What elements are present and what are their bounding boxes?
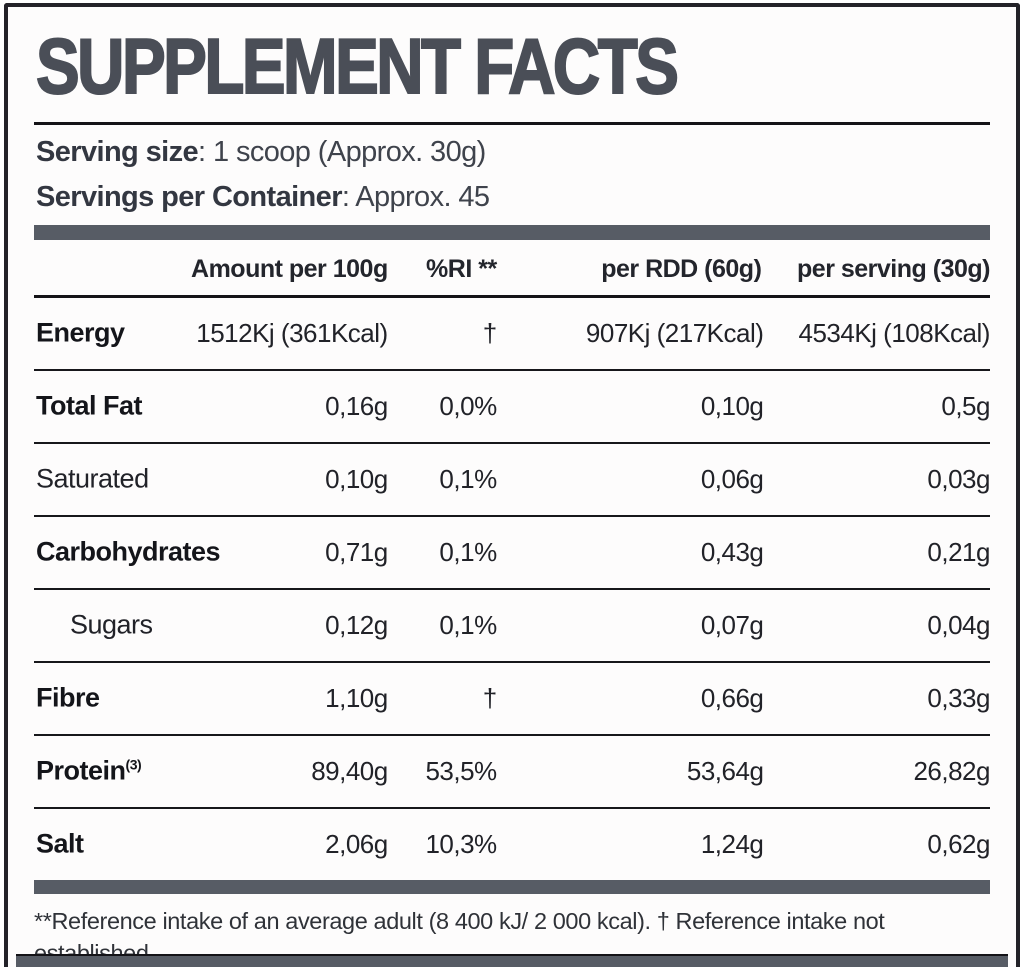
serving-size-line: Serving size: 1 scoop (Approx. 30g) [36, 134, 990, 170]
value-per-100g: 1,10g [325, 682, 388, 713]
value-per-serving: 0,03g [927, 463, 990, 494]
nutrient-name: Energy [36, 317, 125, 348]
value-per-serving: 0,62g [927, 828, 990, 859]
value-rdd: 0,66g [700, 682, 764, 713]
section-bar-bottom [34, 879, 990, 894]
nutrient-name: Total Fat [36, 390, 143, 421]
column-header-row: Amount per 100g %RI ** per RDD (60g) per… [34, 240, 990, 298]
value-ri: 0,0% [439, 390, 497, 421]
value-ri: 0,1% [439, 463, 497, 494]
table-row-energy: Energy 1512Kj (361Kcal) † 907Kj (217Kcal… [34, 298, 990, 371]
value-per-serving: 4534Kj (108Kcal) [798, 317, 991, 348]
value-per-100g: 2,06g [325, 828, 388, 859]
value-rdd: 907Kj (217Kcal) [585, 317, 764, 348]
value-ri: 53,5% [425, 755, 497, 786]
servings-per-container-value: : Approx. 45 [341, 181, 490, 214]
value-per-100g: 0,12g [325, 609, 388, 640]
protein-footnote-superscript: (3) [125, 756, 142, 773]
nutrient-name: Saturated [36, 463, 149, 494]
value-per-100g: 0,16g [325, 390, 388, 421]
nutrient-name: Protein(3) [36, 755, 142, 786]
nutrient-name: Carbohydrates [36, 536, 221, 567]
table-row-sugars: Sugars 0,12g 0,1% 0,07g 0,04g [34, 590, 990, 663]
nutrient-name: Sugars [70, 609, 153, 640]
value-per-serving: 0,33g [927, 682, 990, 713]
column-header-per-serving: per serving (30g) [797, 254, 990, 283]
value-ri: 0,1% [439, 609, 497, 640]
value-rdd: 0,06g [700, 463, 764, 494]
value-rdd: 53,64g [686, 755, 764, 786]
value-rdd: 0,43g [700, 536, 764, 567]
value-per-100g: 1512Kj (361Kcal) [196, 317, 388, 348]
footnote-line-1: **Reference intake of an average adult (… [34, 907, 885, 966]
table-row-fibre: Fibre 1,10g † 0,66g 0,33g [34, 663, 990, 736]
label-title: SUPPLEMENT FACTS [35, 22, 680, 110]
column-header-rdd: per RDD (60g) [601, 254, 762, 283]
value-per-serving: 0,21g [927, 536, 990, 567]
value-ri: 0,1% [439, 536, 497, 567]
value-per-serving: 0,04g [927, 609, 990, 640]
table-row-salt: Salt 2,06g 10,3% 1,24g 0,62g [34, 809, 990, 880]
value-per-serving: 26,82g [913, 755, 990, 786]
value-per-100g: 89,40g [311, 755, 388, 786]
nutrient-name: Salt [36, 828, 84, 859]
column-header-amount-per-100g: Amount per 100g [191, 254, 388, 283]
value-rdd: 0,10g [700, 390, 764, 421]
table-row-protein: Protein(3) 89,40g 53,5% 53,64g 26,82g [34, 736, 990, 809]
value-ri: † [482, 682, 497, 713]
section-bar-top [34, 224, 990, 240]
serving-size-label: Serving size [36, 136, 199, 168]
table-row-carbohydrates: Carbohydrates 0,71g 0,1% 0,43g 0,21g [34, 517, 990, 590]
table-row-saturated: Saturated 0,10g 0,1% 0,06g 0,03g [34, 444, 990, 517]
title-divider [34, 122, 990, 125]
value-rdd: 0,07g [700, 609, 764, 640]
value-ri: † [482, 317, 497, 348]
bottom-edge-bar [16, 954, 1008, 967]
serving-size-value: : 1 scoop (Approx. 30g) [198, 136, 486, 168]
table-row-total-fat: Total Fat 0,16g 0,0% 0,10g 0,5g [34, 371, 990, 444]
footnotes: **Reference intake of an average adult (… [34, 905, 990, 967]
value-rdd: 1,24g [700, 828, 764, 859]
column-header-ri: %RI ** [426, 254, 497, 283]
servings-per-container-line: Servings per Container: Approx. 45 [36, 179, 990, 215]
value-per-100g: 0,10g [325, 463, 388, 494]
value-per-100g: 0,71g [325, 536, 388, 567]
supplement-facts-label: SUPPLEMENT FACTS Serving size: 1 scoop (… [4, 3, 1020, 967]
servings-per-container-label: Servings per Container [36, 181, 342, 214]
value-ri: 10,3% [425, 828, 497, 859]
nutrient-name: Fibre [36, 682, 100, 713]
value-per-serving: 0,5g [941, 390, 990, 421]
